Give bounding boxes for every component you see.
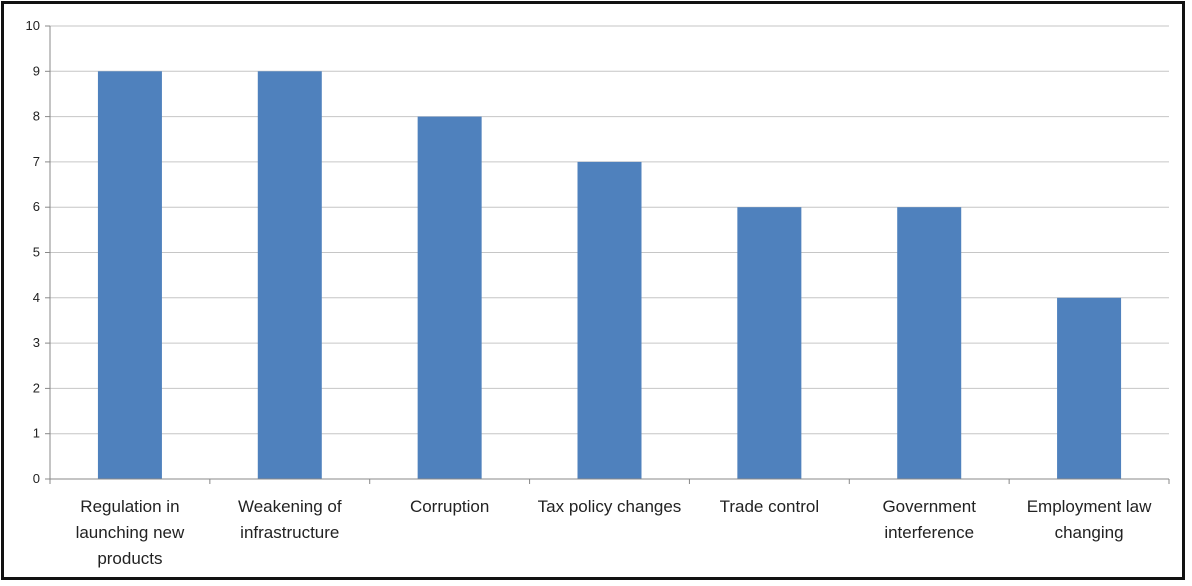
bar-1 [257, 71, 322, 480]
y-tick-label: 10 [26, 18, 40, 33]
y-axis-ticks: 0 1 2 3 4 5 6 7 8 9 10 [26, 18, 50, 486]
x-axis [49, 26, 1170, 484]
y-tick-label: 7 [33, 154, 40, 169]
x-tick-label: Tax policy changes [538, 497, 682, 516]
x-tick-label: Weakening of infrastructure [238, 497, 342, 542]
y-tick-label: 6 [33, 199, 40, 214]
bar-5 [897, 207, 962, 479]
y-tick-label: 9 [33, 63, 40, 78]
x-axis-labels: Regulation in launching new products Weaken… [76, 497, 1153, 568]
x-tick-label: Corruption [410, 497, 489, 516]
bar-4 [737, 207, 802, 479]
y-tick-label: 1 [33, 426, 40, 441]
y-tick-label: 0 [33, 471, 40, 486]
bar-0 [97, 71, 162, 480]
bars [97, 71, 1122, 480]
x-tick-label: Government interference [882, 497, 976, 542]
bar-2 [417, 116, 482, 479]
y-tick-label: 3 [33, 335, 40, 350]
y-tick-label: 4 [33, 290, 40, 305]
y-tick-label: 5 [33, 245, 40, 260]
x-tick-label: Employment law changing [1027, 497, 1152, 542]
x-tick-label: Trade control [720, 497, 820, 516]
y-tick-label: 8 [33, 109, 40, 124]
y-tick-label: 2 [33, 380, 40, 395]
bar-6 [1057, 297, 1122, 479]
gridlines [50, 25, 1169, 435]
x-tick-label: Regulation in launching new products [76, 497, 185, 568]
bar-3 [577, 161, 642, 479]
